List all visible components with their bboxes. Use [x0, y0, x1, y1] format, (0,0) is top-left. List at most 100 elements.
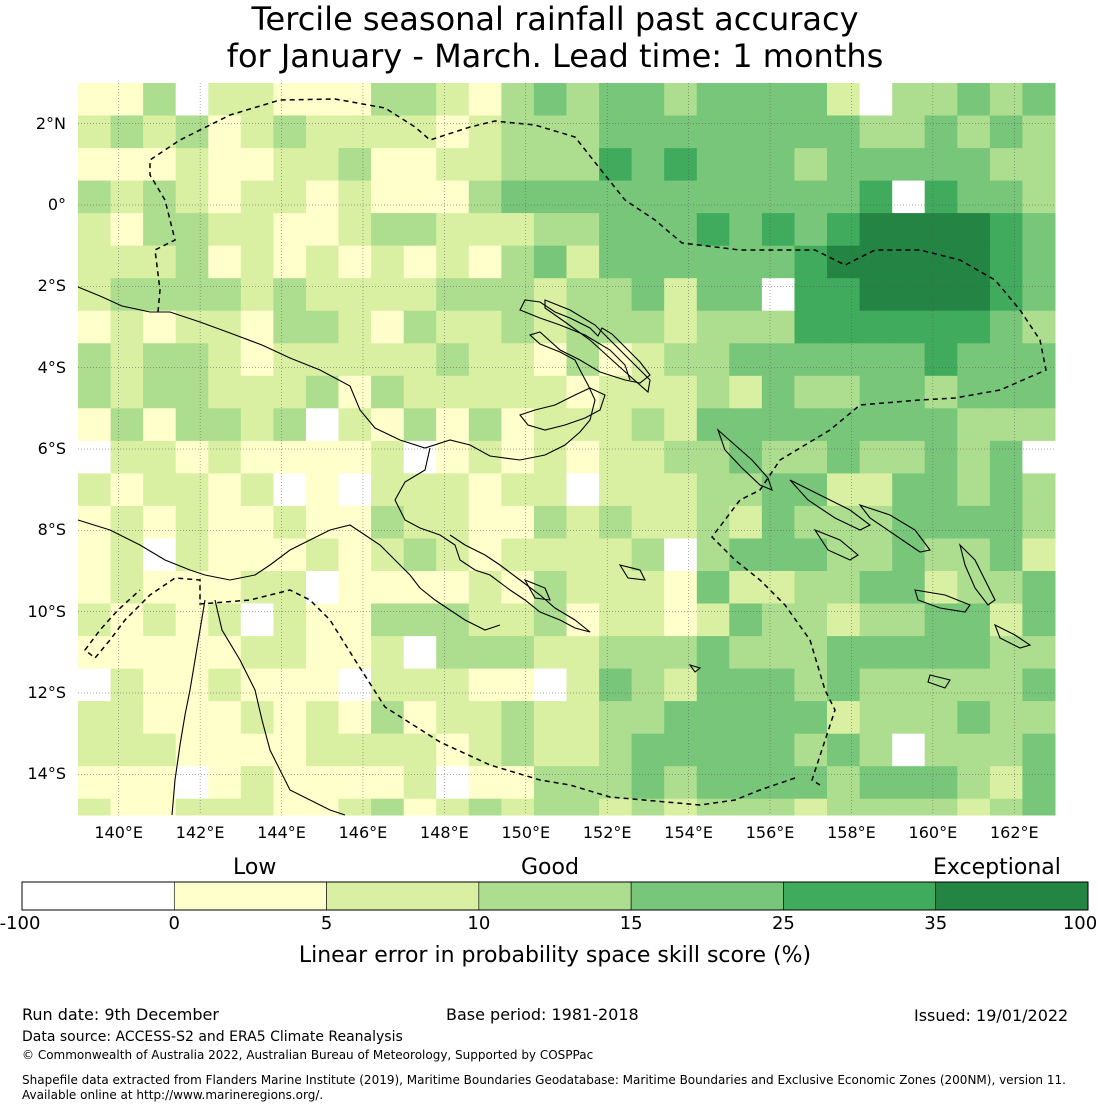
- skill-cell: [436, 343, 470, 377]
- skill-cell: [436, 733, 470, 767]
- skill-cell: [794, 375, 828, 409]
- skill-cell: [110, 148, 144, 182]
- skill-cell: [175, 440, 209, 474]
- skill-cell: [338, 538, 372, 572]
- skill-cell: [501, 505, 535, 539]
- skill-cell: [371, 115, 405, 149]
- skill-cell: [729, 310, 763, 344]
- skill-cell: [78, 538, 112, 572]
- skill-cell: [143, 505, 177, 539]
- skill-cell: [143, 83, 177, 116]
- skill-cell: [859, 245, 893, 279]
- skill-cell: [208, 213, 242, 247]
- skill-cell: [892, 505, 926, 539]
- skill-cell: [892, 213, 926, 247]
- skill-cell: [794, 766, 828, 800]
- skill-cell: [631, 440, 665, 474]
- skill-cell: [273, 245, 307, 279]
- skill-cell: [1022, 213, 1056, 247]
- colorbar-tick-label: 100: [1062, 913, 1098, 934]
- lon-tick-label: 144°E: [257, 823, 306, 842]
- skill-cell: [273, 310, 307, 344]
- skill-cell: [273, 473, 307, 507]
- graticule-lines: [78, 83, 1055, 815]
- skill-cell: [729, 538, 763, 572]
- skill-cell: [827, 310, 861, 344]
- skill-cell: [306, 766, 340, 800]
- skill-cell: [436, 766, 470, 800]
- skill-cell: [794, 343, 828, 377]
- skill-cell: [892, 83, 926, 116]
- skill-cell: [664, 636, 698, 670]
- skill-cell: [403, 766, 437, 800]
- skill-cell: [566, 668, 600, 702]
- skill-cell: [729, 571, 763, 604]
- skill-cell: [924, 148, 958, 182]
- skill-cell: [761, 213, 795, 247]
- skill-cell: [631, 798, 665, 816]
- skill-cell: [533, 603, 567, 637]
- lat-tick-label: 10°S: [27, 601, 66, 621]
- skill-cell: [371, 733, 405, 767]
- skill-cell: [468, 473, 502, 507]
- skill-cell: [729, 766, 763, 800]
- skill-cell: [533, 408, 567, 442]
- skill-cell: [110, 473, 144, 507]
- skill-cell: [403, 180, 437, 214]
- skill-cell: [273, 343, 307, 377]
- skill-cell: [468, 245, 502, 279]
- skill-cell: [989, 766, 1023, 800]
- skill-cell: [403, 603, 437, 637]
- skill-cell: [827, 636, 861, 670]
- skill-cell: [924, 766, 958, 800]
- skill-cell: [436, 798, 470, 816]
- skill-cell: [208, 668, 242, 702]
- coastline-dentrecasteaux: [523, 578, 551, 601]
- skill-cell: [175, 83, 209, 116]
- skill-cell: [924, 505, 958, 539]
- skill-cell: [240, 668, 274, 702]
- skill-cell: [631, 701, 665, 735]
- skill-cell: [501, 310, 535, 344]
- skill-cell: [631, 668, 665, 702]
- skill-cell: [794, 798, 828, 816]
- skill-cell: [859, 766, 893, 800]
- skill-cell: [566, 213, 600, 247]
- skill-cell: [338, 766, 372, 800]
- skill-cell: [957, 115, 991, 149]
- skill-cell: [1022, 636, 1056, 670]
- skill-cell: [306, 571, 340, 604]
- skill-cell: [729, 733, 763, 767]
- skill-cell: [273, 571, 307, 604]
- skill-cell: [143, 245, 177, 279]
- colorbar-tick-label: 15: [619, 913, 643, 934]
- skill-cell: [1022, 538, 1056, 572]
- skill-cell: [989, 148, 1023, 182]
- skill-cell: [338, 245, 372, 279]
- skill-cell: [78, 505, 112, 539]
- skill-cell: [794, 701, 828, 735]
- skill-cell: [827, 278, 861, 312]
- chart-title-line-2: for January - March. Lead time: 1 months: [226, 37, 884, 75]
- skill-cell: [533, 505, 567, 539]
- skill-cell: [859, 440, 893, 474]
- coastline-solomon-5: [958, 543, 996, 606]
- skill-cell: [729, 473, 763, 507]
- skill-cell: [957, 83, 991, 116]
- skill-cell: [664, 603, 698, 637]
- lat-tick-label: 8°S: [37, 520, 66, 540]
- skill-cell: [859, 310, 893, 344]
- skill-cell: [306, 733, 340, 767]
- skill-cell: [436, 213, 470, 247]
- colorbar-tick-label: 10: [467, 913, 491, 934]
- skill-cell: [696, 213, 730, 247]
- colorbar-tick-label: 0: [168, 913, 180, 934]
- skill-cell: [924, 798, 958, 816]
- skill-cell: [566, 571, 600, 604]
- skill-cell: [892, 278, 926, 312]
- skill-cell: [533, 473, 567, 507]
- skill-cell: [501, 180, 535, 214]
- skill-cell: [1022, 83, 1056, 116]
- skill-cell: [78, 733, 112, 767]
